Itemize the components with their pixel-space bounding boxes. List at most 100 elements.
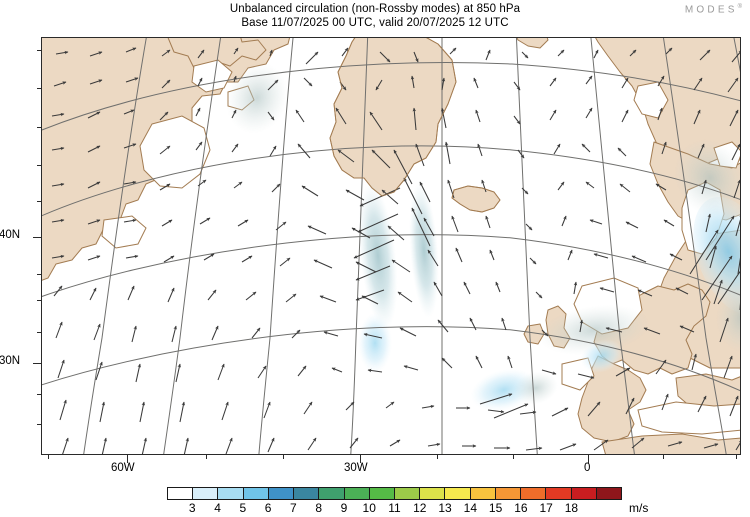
wind-arrow [691,353,697,371]
wind-arrow [369,111,383,131]
wind-arrow [657,107,663,121]
wind-arrow [297,365,307,377]
wind-arrow [731,49,740,63]
wind-arrow [621,109,629,123]
wind-arrow [159,183,171,191]
colorbar-tick-label: 14 [463,501,478,515]
land-iberia-france [577,355,647,443]
y-tick-minor [37,88,41,90]
colorbar-tick-label: 4 [214,501,221,515]
wind-arrow [501,317,507,331]
wind-arrow [131,325,137,343]
colorbar-tick-label: 8 [315,501,322,515]
wind-arrow [303,77,313,87]
latline-40n [42,234,740,297]
wind-arrow [231,143,239,153]
wind-arrow [557,49,565,57]
wind-arrow [693,109,701,125]
land-baffin [167,38,267,73]
wind-arrow [345,401,355,411]
wind-arrow [573,281,578,295]
wind-arrow [355,261,377,273]
colorbar-tick-label: 6 [264,501,272,515]
y-axis-label-40n: 40N [0,229,21,241]
colorbar-swatch [319,488,345,499]
wind-arrow [513,115,521,125]
wind-arrow [679,325,695,333]
wind-arrow-layer [51,47,740,454]
wind-arrow [729,395,739,417]
lonline-20w [590,38,635,454]
wind-arrow [257,365,267,379]
latline-60n [42,61,740,131]
watermark-text: MODES [684,4,738,16]
wind-arrow [441,77,446,91]
wind-arrow [559,443,577,451]
wind-arrow [99,401,106,423]
wind-arrow [541,329,549,337]
wind-arrow [423,217,435,237]
colorbar-swatch [470,488,496,499]
wind-arrow [475,355,483,369]
wind-arrow [525,223,533,231]
wind-arrow [307,437,317,451]
wind-arrow [735,213,740,237]
wind-arrow [733,179,740,199]
wind-arrow [269,145,277,157]
colorbar-swatch [344,488,370,499]
wind-arrow [737,247,740,275]
wind-arrow [589,219,603,225]
wind-arrow [127,285,135,301]
wind-arrow [125,254,139,259]
wind-arrow [507,355,513,369]
wind-arrow [197,179,207,187]
wind-arrow [455,247,463,263]
wind-arrow [541,369,557,375]
wind-arrow [655,359,667,375]
colorbar[interactable] [167,487,622,500]
map-svg [42,38,740,454]
wind-arrow [171,325,177,343]
y-tick-minor [37,201,41,203]
wind-arrow [167,287,175,303]
wind-arrow [221,401,229,421]
wind-arrow [199,217,211,225]
wind-arrow [371,149,391,169]
wind-arrow [95,361,103,381]
wind-arrow [477,143,483,157]
colorbar-unit-label: m/s [629,501,649,515]
wind-arrow [657,75,665,87]
wind-arrow [709,245,717,269]
wind-arrow [413,51,419,63]
wind-arrow [197,49,205,59]
wind-arrow [307,225,327,235]
chart-title-block: Unbalanced circulation (non-Rossby modes… [0,2,750,30]
shade-baltic [693,196,740,316]
wind-arrow [89,79,103,85]
wind-arrow [59,399,67,421]
wind-arrow [123,109,135,115]
wind-arrow [313,259,333,269]
wind-arrow [87,219,101,225]
wind-arrow [625,397,635,415]
wind-arrow [345,189,365,201]
wind-arrow [517,149,525,159]
wind-arrow [353,239,395,259]
wind-arrow [631,437,645,449]
wind-arrow [357,213,399,233]
wind-arrow [271,183,281,193]
wind-arrow [440,107,447,129]
wind-arrow [717,270,740,305]
wind-arrow [267,437,275,453]
wind-arrow [397,291,413,303]
wind-arrow [487,409,505,414]
ocean-mediterranean [637,401,740,435]
colorbar-swatch [218,488,244,499]
colorbar-swatch [420,488,446,499]
y-tick-minor [37,274,41,276]
wind-arrow [410,75,415,89]
wind-arrow [379,51,391,63]
y-tick-minor [37,165,41,167]
wind-arrow [661,393,669,411]
